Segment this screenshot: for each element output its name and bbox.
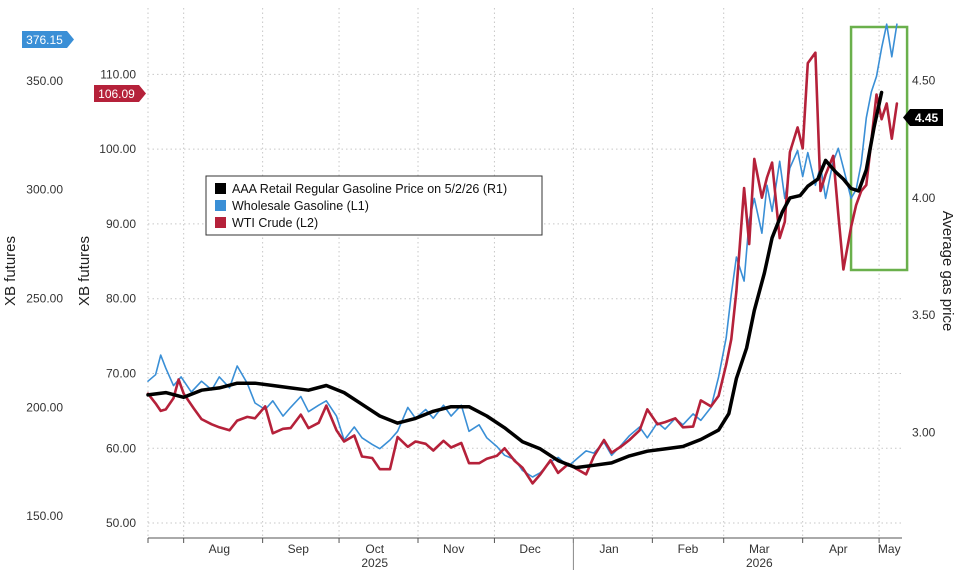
y-tick-label-inner-left: 100.00 (99, 142, 136, 156)
badge-label-wholesale_last: 376.15 (26, 33, 63, 47)
grid-layer (147, 8, 902, 538)
y-tick-label-right: 4.50 (912, 74, 936, 88)
legend-swatch (215, 217, 226, 228)
x-tick-label: Oct (365, 542, 384, 556)
y-tick-label-outer-left: 200.00 (26, 400, 63, 414)
y-tick-label-inner-left: 70.00 (106, 366, 136, 380)
legend-label: AAA Retail Regular Gasoline Price on 5/2… (232, 182, 507, 196)
badge-label-wti_last: 106.09 (98, 87, 135, 101)
series-line-2 (146, 51, 899, 485)
y-tick-label-right: 3.00 (912, 425, 936, 439)
legend-swatch (215, 183, 226, 194)
series-line-1 (147, 23, 898, 478)
x-year-label: 2025 (361, 556, 388, 570)
y-tick-label-inner-left: 60.00 (106, 441, 136, 455)
badge-wti_last (94, 85, 146, 102)
badge-aaa_last (903, 109, 943, 126)
y-tick-label-outer-left: 300.00 (26, 183, 63, 197)
badge-label-aaa_last: 4.45 (915, 111, 939, 125)
y-tick-label-inner-left: 50.00 (106, 516, 136, 530)
badge-wholesale_last (22, 31, 74, 48)
legend-label: WTI Crude (L2) (232, 216, 318, 230)
y-tick-label-outer-left: 150.00 (26, 509, 63, 523)
y-tick-label-inner-left: 80.00 (106, 292, 136, 306)
highlight-box (849, 25, 909, 272)
legend: AAA Retail Regular Gasoline Price on 5/2… (205, 175, 543, 236)
right-axis-title: Average gas price (939, 211, 956, 332)
inner-left-axis-title: XB futures (76, 236, 93, 306)
legend-box (205, 175, 543, 236)
badge-layer: 376.15 106.09 4.45 (22, 31, 943, 126)
x-tick-label: Feb (678, 542, 699, 556)
series-layer (146, 23, 899, 485)
legend-label: Wholesale Gasoline (L1) (232, 199, 369, 213)
x-tick-label: Mar (749, 542, 770, 556)
y-tick-label-outer-left: 250.00 (26, 292, 63, 306)
axis-layer: Aug Sep Oct Nov Dec Jan Feb Mar Apr May 2025 2026 15… (2, 67, 956, 570)
x-year-label: 2026 (746, 556, 773, 570)
x-tick-label: Sep (288, 542, 310, 556)
y-tick-label-outer-left: 350.00 (26, 74, 63, 88)
x-tick-label: Jan (599, 542, 618, 556)
x-tick-label: May (878, 542, 901, 556)
y-tick-label-inner-left: 110.00 (100, 67, 136, 81)
outer-left-axis-title: XB futures (2, 236, 19, 306)
x-tick-label: Dec (519, 542, 540, 556)
series-line-0 (146, 90, 884, 470)
y-tick-label-right: 3.50 (912, 308, 936, 322)
highlight-layer (849, 25, 909, 272)
y-tick-label-inner-left: 90.00 (106, 217, 136, 231)
x-tick-label: Aug (209, 542, 230, 556)
legend-swatch (215, 200, 226, 211)
y-tick-label-right: 4.00 (912, 191, 936, 205)
x-tick-label: Nov (443, 542, 464, 556)
x-tick-label: Apr (829, 542, 848, 556)
